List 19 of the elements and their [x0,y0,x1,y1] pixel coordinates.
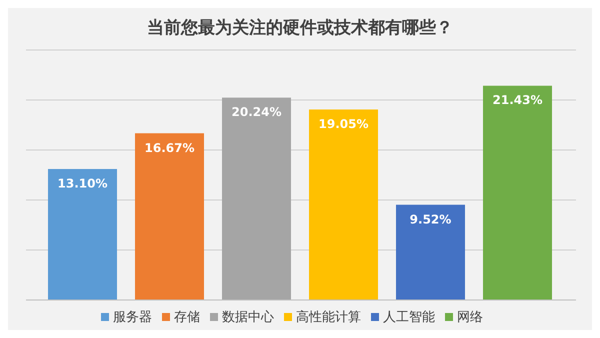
chart-title: 当前您最为关注的硬件或技术都有哪些？ [146,17,454,40]
legend-label: 高性能计算 [296,310,361,325]
legend-label: 数据中心 [222,310,274,325]
data-label: 13.10% [58,176,108,191]
bar [483,86,552,300]
bar [135,133,204,300]
legend-label: 存储 [174,310,200,325]
bar [309,110,378,300]
bar [396,204,465,300]
data-label: 20.24% [232,105,282,120]
legend-label: 服务器 [113,310,152,325]
data-label: 16.67% [144,140,194,155]
bar [48,169,117,300]
data-label: 19.05% [318,117,368,132]
bar [222,98,291,300]
legend-label: 网络 [457,310,483,325]
data-label: 9.52% [410,212,452,226]
data-label: 21.43% [492,93,542,108]
legend-label: 人工智能 [383,310,435,325]
